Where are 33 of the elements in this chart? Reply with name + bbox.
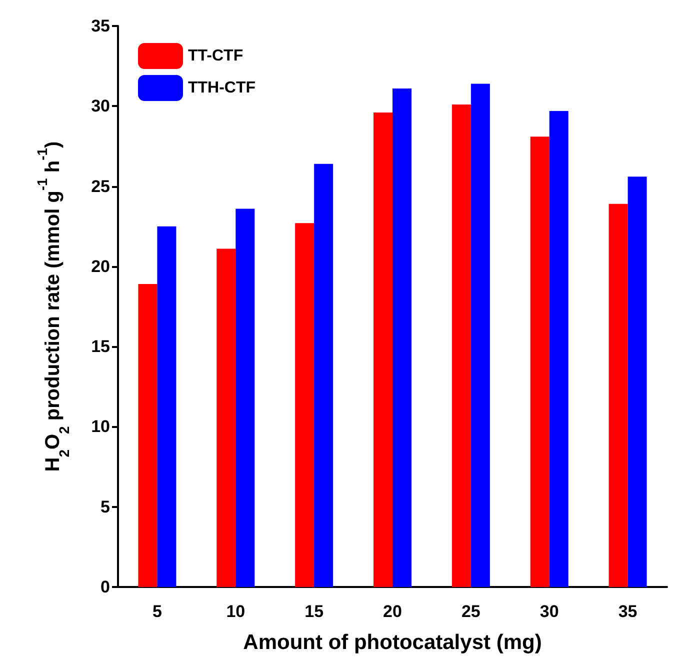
bar	[374, 112, 392, 587]
legend-label: TT-CTF	[188, 48, 244, 64]
x-axis-title: Amount of photocatalyst (mg)	[243, 631, 542, 654]
bar	[608, 204, 628, 587]
x-tick-label: 10	[226, 602, 246, 621]
legend-label: TTH-CTF	[188, 80, 256, 96]
y-tick-label: 5	[100, 497, 110, 516]
bar	[157, 226, 176, 587]
bar	[628, 176, 647, 587]
bar	[549, 110, 568, 587]
y-tick-label: 15	[91, 337, 110, 356]
bar	[295, 223, 314, 587]
bar	[530, 136, 550, 587]
x-tick-label: 30	[540, 602, 559, 621]
bar	[314, 164, 334, 587]
x-tick-label: 35	[618, 602, 638, 621]
bar	[392, 88, 412, 587]
y-tick-label: 35	[91, 16, 110, 36]
x-tick-label: 5	[152, 602, 162, 621]
bar	[236, 208, 255, 587]
x-tick-label: 15	[304, 602, 324, 621]
x-tick-label: 25	[461, 602, 480, 621]
y-tick-label: 10	[91, 417, 110, 436]
x-tick-label: 20	[383, 602, 402, 621]
bar	[216, 248, 236, 587]
y-tick-label: 0	[100, 578, 110, 596]
bar	[452, 104, 471, 587]
text: H2O2 production rate (mmol g-1 h-1)	[34, 141, 72, 472]
y-tick-label: 25	[91, 176, 110, 196]
bar	[138, 284, 158, 587]
y-tick-label: 20	[91, 256, 110, 276]
bar	[470, 84, 490, 587]
y-tick-label: 30	[91, 96, 110, 116]
